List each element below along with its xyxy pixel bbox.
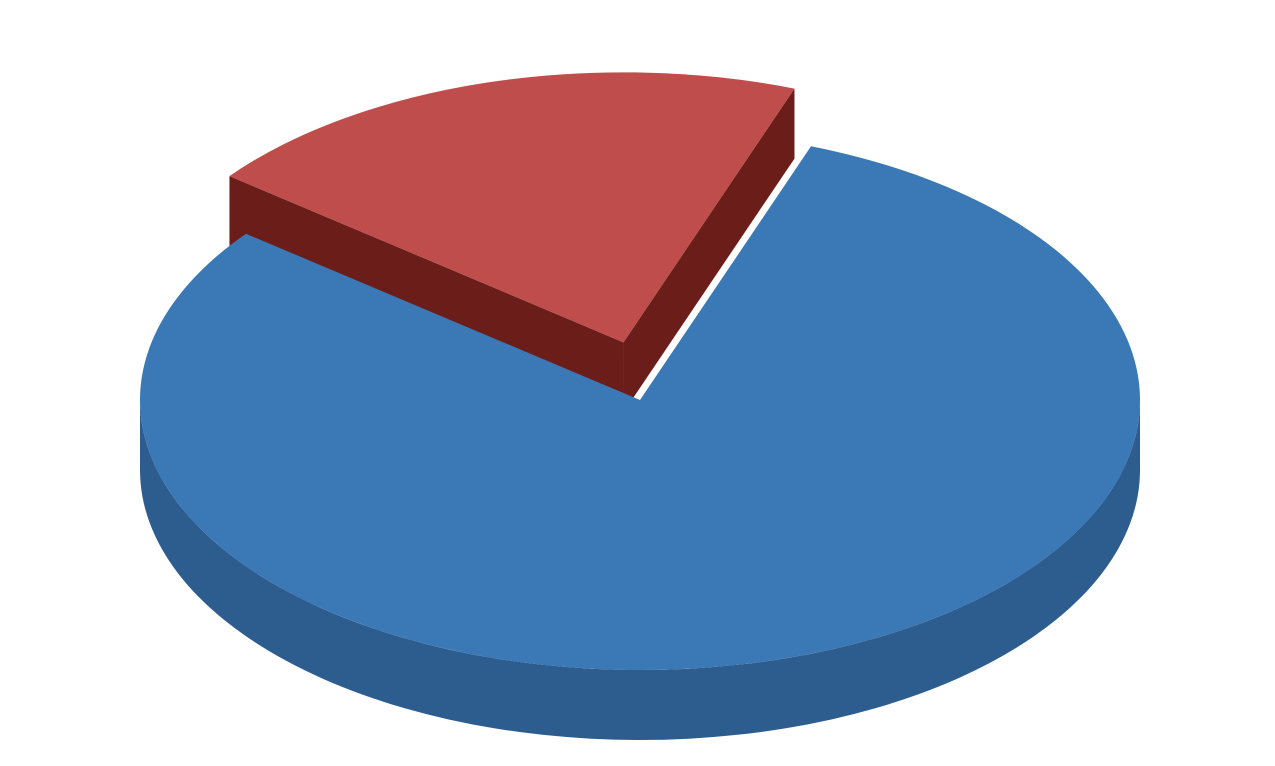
pie-chart-svg (0, 0, 1275, 766)
pie-chart-3d (0, 0, 1275, 766)
